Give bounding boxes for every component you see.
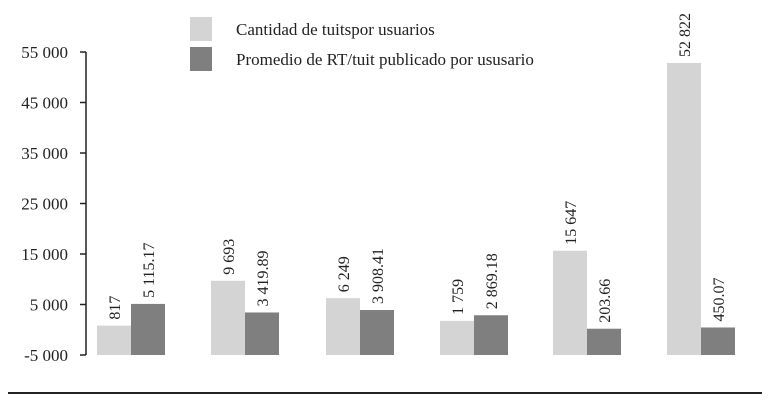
bar-series1-group2 bbox=[211, 280, 245, 355]
legend-swatch-1 bbox=[190, 17, 212, 41]
bar-series1-group5 bbox=[553, 250, 587, 355]
data-label-series2-group5: 203.66 bbox=[597, 279, 614, 323]
data-label-series2-group1: 5 115.17 bbox=[141, 243, 158, 298]
bar-series2-group1 bbox=[131, 303, 165, 355]
data-label-series2-group2: 3 419.89 bbox=[255, 250, 272, 306]
bar-series2-group2 bbox=[245, 312, 279, 355]
data-label-series1-group1: 817 bbox=[107, 296, 124, 320]
data-label-series1-group5: 15 647 bbox=[563, 201, 580, 245]
data-labels: 817 9 693 6 249 1 759 15 647 52 822 5 115.17 3 … bbox=[107, 13, 728, 323]
data-label-series1-group6: 52 822 bbox=[677, 13, 694, 57]
legend-label-2: Promedio de RT/tuit publicado por ususar… bbox=[236, 50, 534, 69]
y-tick-label: 55 000 bbox=[21, 43, 68, 62]
y-tick-label: 25 000 bbox=[21, 195, 68, 214]
data-label-series1-group2: 9 693 bbox=[221, 239, 238, 275]
bar-series1-group1 bbox=[97, 325, 131, 355]
bar-series2-group3 bbox=[360, 310, 394, 355]
bar-series2-group5 bbox=[587, 328, 621, 355]
y-axis: -5 000 5 000 15 000 25 000 35 000 45 000 55 00… bbox=[21, 43, 87, 365]
bars bbox=[97, 62, 735, 355]
legend-label-1: Cantidad de tuitspor usuarios bbox=[236, 20, 435, 39]
data-label-series2-group6: 450.07 bbox=[711, 277, 728, 321]
y-tick-label: 35 000 bbox=[21, 144, 68, 163]
data-label-series2-group4: 2 869.18 bbox=[484, 253, 501, 309]
data-label-series2-group3: 3 908.41 bbox=[370, 248, 387, 304]
y-tick-label: 45 000 bbox=[21, 94, 68, 113]
y-tick-label: 5 000 bbox=[30, 296, 68, 315]
bar-series2-group6 bbox=[701, 327, 735, 355]
data-label-series1-group3: 6 249 bbox=[336, 256, 353, 292]
bar-series2-group4 bbox=[474, 315, 508, 355]
bar-series1-group3 bbox=[326, 298, 360, 355]
legend: Cantidad de tuitspor usuarios Promedio de… bbox=[190, 17, 534, 71]
bar-series1-group6 bbox=[667, 62, 701, 355]
legend-swatch-2 bbox=[190, 47, 212, 71]
y-tick-label: -5 000 bbox=[24, 346, 68, 365]
data-label-series1-group4: 1 759 bbox=[450, 279, 467, 315]
y-tick-label: 15 000 bbox=[21, 245, 68, 264]
bar-series1-group4 bbox=[440, 320, 474, 355]
